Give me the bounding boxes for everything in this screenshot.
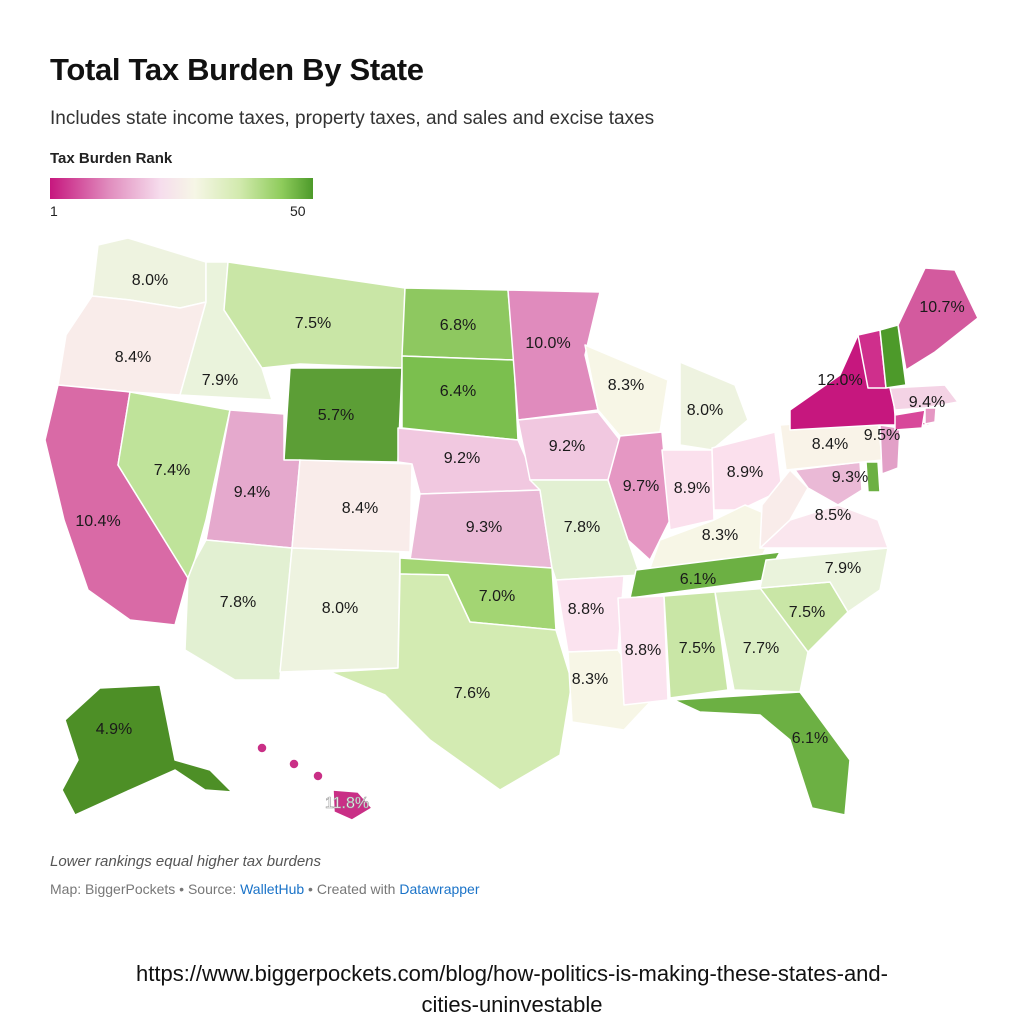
label-louisiana: 8.3% bbox=[572, 671, 608, 688]
state-illinois[interactable] bbox=[607, 431, 671, 561]
label-iowa: 9.2% bbox=[549, 438, 585, 455]
label-kansas: 9.3% bbox=[466, 519, 502, 536]
label-maryland: 9.3% bbox=[832, 469, 868, 486]
label-alabama: 7.5% bbox=[679, 640, 715, 657]
source-credit: Map: BiggerPockets • Source: WalletHub •… bbox=[50, 881, 480, 897]
label-washington: 8.0% bbox=[132, 272, 168, 289]
datawrapper-link[interactable]: Datawrapper bbox=[399, 881, 480, 897]
label-new-jersey: 9.5% bbox=[864, 427, 900, 444]
label-colorado: 8.4% bbox=[342, 500, 378, 517]
legend-color-ramp bbox=[50, 178, 313, 199]
state-maine[interactable] bbox=[897, 267, 979, 371]
label-kentucky: 8.3% bbox=[702, 527, 738, 544]
label-south-dakota: 6.4% bbox=[440, 383, 476, 400]
map-title: Total Tax Burden By State bbox=[50, 52, 424, 87]
state-florida[interactable] bbox=[673, 691, 851, 816]
label-oregon: 8.4% bbox=[115, 349, 151, 366]
label-idaho: 7.9% bbox=[202, 372, 238, 389]
label-utah: 9.4% bbox=[234, 484, 270, 501]
label-nebraska: 9.2% bbox=[444, 450, 480, 467]
label-north-dakota: 6.8% bbox=[440, 317, 476, 334]
us-state-map: 8.0% 8.4% 10.4% 7.9% 7.4% 7.5% 5.7% 9.4%… bbox=[44, 237, 979, 821]
label-massachusetts: 9.4% bbox=[909, 394, 945, 411]
state-texas[interactable] bbox=[329, 573, 573, 791]
state-rhode-island[interactable] bbox=[924, 407, 937, 425]
label-new-mexico: 8.0% bbox=[322, 600, 358, 617]
state-new-hampshire[interactable] bbox=[879, 324, 907, 389]
state-michigan[interactable] bbox=[679, 361, 749, 451]
state-minnesota[interactable] bbox=[507, 289, 601, 421]
source-link[interactable]: WalletHub bbox=[240, 881, 305, 897]
label-florida: 6.1% bbox=[792, 730, 828, 747]
url-line-2: cities-uninvestable bbox=[421, 992, 603, 1017]
state-colorado[interactable] bbox=[291, 459, 413, 553]
label-virginia: 8.5% bbox=[815, 507, 851, 524]
map-card: Total Tax Burden By State Includes state… bbox=[44, 52, 979, 897]
state-new-jersey[interactable] bbox=[879, 424, 901, 475]
label-michigan: 8.0% bbox=[687, 402, 723, 419]
label-indiana: 8.9% bbox=[674, 480, 710, 497]
label-illinois: 9.7% bbox=[623, 478, 659, 495]
label-arkansas: 8.8% bbox=[568, 601, 604, 618]
hawaii-island-maui bbox=[312, 770, 324, 782]
label-arizona: 7.8% bbox=[220, 594, 256, 611]
label-texas: 7.6% bbox=[454, 685, 490, 702]
hawaii-island-oahu bbox=[288, 758, 300, 770]
label-missouri: 7.8% bbox=[564, 519, 600, 536]
article-url: https://www.biggerpockets.com/blog/how-p… bbox=[0, 958, 1024, 1020]
state-alaska[interactable] bbox=[61, 684, 233, 816]
label-alaska: 4.9% bbox=[96, 721, 132, 738]
legend-max-label: 50 bbox=[290, 203, 306, 219]
label-montana: 7.5% bbox=[295, 315, 331, 332]
label-nevada: 7.4% bbox=[154, 462, 190, 479]
state-ohio[interactable] bbox=[711, 431, 783, 511]
created-prefix: • Created with bbox=[304, 881, 400, 897]
state-delaware[interactable] bbox=[865, 461, 881, 493]
label-north-carolina: 7.9% bbox=[825, 560, 861, 577]
state-mississippi[interactable] bbox=[617, 595, 669, 706]
label-california: 10.4% bbox=[75, 513, 120, 530]
label-ohio: 8.9% bbox=[727, 464, 763, 481]
state-massachusetts[interactable] bbox=[889, 384, 959, 411]
state-hawaii[interactable] bbox=[332, 789, 373, 821]
label-georgia: 7.7% bbox=[743, 640, 779, 657]
map-subtitle: Includes state income taxes, property ta… bbox=[50, 108, 655, 129]
label-minnesota: 10.0% bbox=[525, 335, 570, 352]
label-wisconsin: 8.3% bbox=[608, 377, 644, 394]
legend-title: Tax Burden Rank bbox=[50, 150, 173, 167]
hawaii-island-kauai bbox=[256, 742, 268, 754]
legend-min-label: 1 bbox=[50, 203, 58, 219]
label-hawaii: 11.8% bbox=[325, 795, 369, 812]
label-tennessee: 6.1% bbox=[680, 571, 716, 588]
url-line-1: https://www.biggerpockets.com/blog/how-p… bbox=[136, 961, 888, 986]
label-mississippi: 8.8% bbox=[625, 642, 661, 659]
state-alabama[interactable] bbox=[663, 591, 729, 699]
credit-prefix: Map: BiggerPockets • Source: bbox=[50, 881, 241, 897]
state-connecticut[interactable] bbox=[894, 409, 926, 431]
label-south-carolina: 7.5% bbox=[789, 604, 825, 621]
footnote: Lower rankings equal higher tax burdens bbox=[50, 853, 322, 870]
label-maine: 10.7% bbox=[919, 299, 964, 316]
label-new-york: 12.0% bbox=[817, 372, 862, 389]
label-pennsylvania: 8.4% bbox=[812, 436, 848, 453]
state-west-virginia[interactable] bbox=[759, 469, 809, 549]
label-oklahoma: 7.0% bbox=[479, 588, 515, 605]
label-wyoming: 5.7% bbox=[318, 407, 354, 424]
